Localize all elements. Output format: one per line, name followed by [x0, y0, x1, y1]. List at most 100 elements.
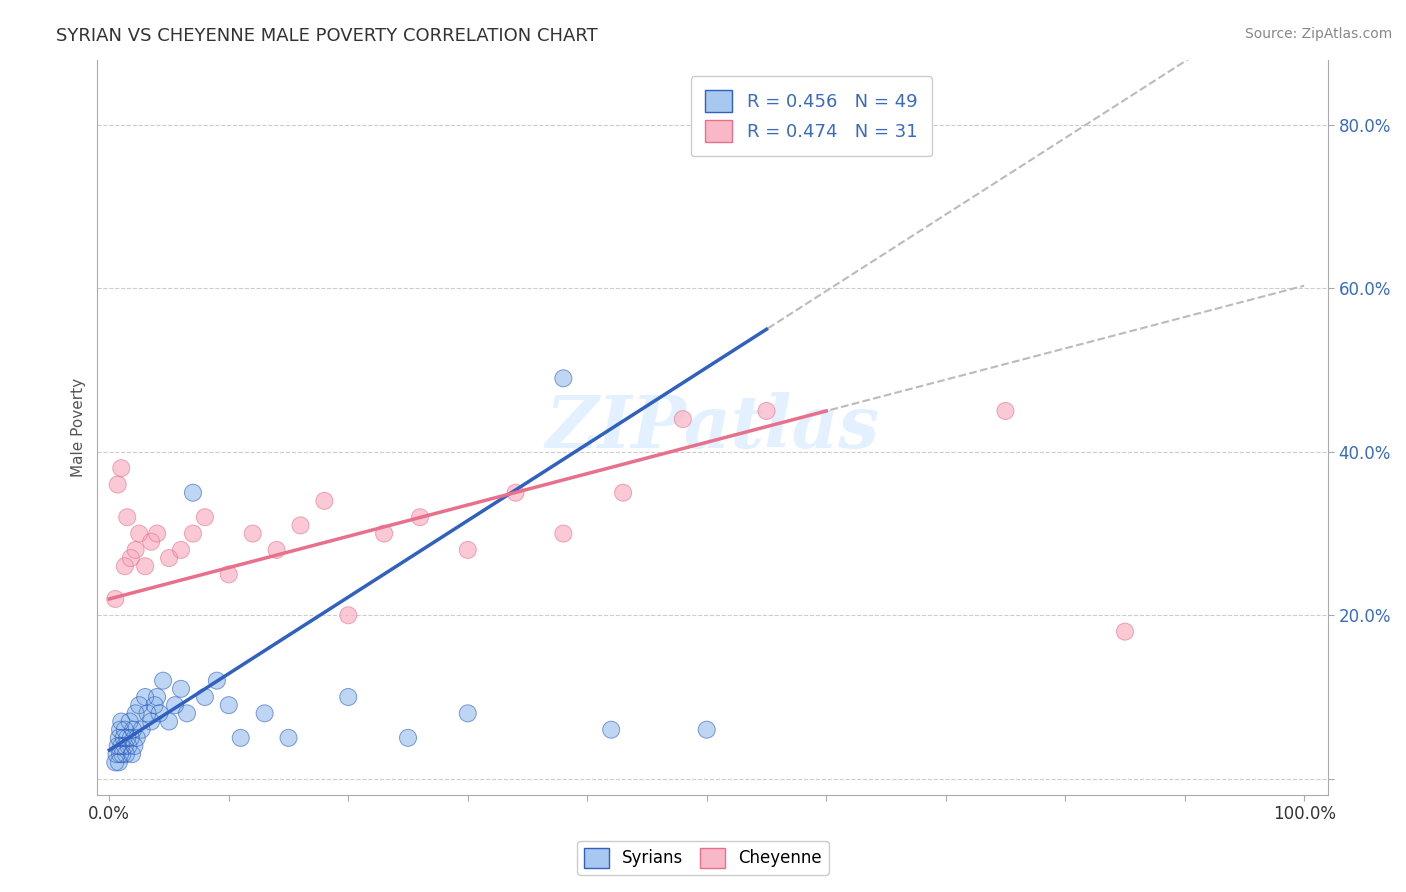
Point: [242, 526, 264, 541]
Point: [114, 723, 136, 737]
Point: [143, 698, 166, 713]
Point: [108, 747, 131, 762]
Point: [115, 731, 138, 745]
Point: [194, 510, 217, 524]
Y-axis label: Male Poverty: Male Poverty: [72, 378, 86, 477]
Point: [120, 731, 142, 745]
Point: [121, 747, 143, 762]
Point: [128, 698, 150, 713]
Text: ZIPatlas: ZIPatlas: [546, 392, 880, 463]
Point: [553, 371, 575, 385]
Point: [194, 690, 217, 704]
Point: [266, 542, 288, 557]
Point: [314, 494, 336, 508]
Point: [170, 542, 193, 557]
Point: [128, 526, 150, 541]
Point: [112, 731, 135, 745]
Point: [121, 747, 143, 762]
Point: [146, 526, 169, 541]
Point: [108, 756, 131, 770]
Point: [139, 534, 162, 549]
Point: [696, 723, 718, 737]
Point: [122, 723, 145, 737]
Point: [115, 747, 138, 762]
Point: [553, 526, 575, 541]
Point: [396, 731, 419, 745]
Text: Source: ZipAtlas.com: Source: ZipAtlas.com: [1244, 27, 1392, 41]
Point: [143, 698, 166, 713]
Point: [1114, 624, 1136, 639]
Point: [108, 723, 131, 737]
Point: [337, 608, 360, 623]
Point: [229, 731, 252, 745]
Point: [253, 706, 276, 721]
Point: [755, 404, 778, 418]
Point: [111, 747, 134, 762]
Point: [120, 551, 142, 566]
Point: [104, 591, 127, 606]
Point: [115, 747, 138, 762]
Point: [218, 698, 240, 713]
Point: [110, 714, 132, 729]
Point: [205, 673, 228, 688]
Point: [104, 591, 127, 606]
Point: [118, 714, 141, 729]
Point: [107, 477, 129, 491]
Point: [266, 542, 288, 557]
Point: [110, 461, 132, 475]
Point: [218, 698, 240, 713]
Point: [396, 731, 419, 745]
Point: [117, 739, 139, 753]
Point: [107, 477, 129, 491]
Point: [114, 739, 136, 753]
Point: [105, 747, 128, 762]
Point: [505, 485, 527, 500]
Point: [409, 510, 432, 524]
Point: [194, 690, 217, 704]
Point: [176, 706, 198, 721]
Point: [108, 723, 131, 737]
Point: [1114, 624, 1136, 639]
Point: [108, 731, 131, 745]
Point: [242, 526, 264, 541]
Point: [114, 559, 136, 574]
Point: [373, 526, 395, 541]
Point: [600, 723, 623, 737]
Point: [146, 526, 169, 541]
Point: [128, 526, 150, 541]
Point: [118, 714, 141, 729]
Point: [139, 534, 162, 549]
Point: [134, 559, 156, 574]
Point: [131, 723, 153, 737]
Point: [114, 559, 136, 574]
Point: [994, 404, 1017, 418]
Point: [110, 461, 132, 475]
Point: [314, 494, 336, 508]
Point: [612, 485, 634, 500]
Point: [290, 518, 312, 533]
Point: [457, 706, 479, 721]
Point: [112, 731, 135, 745]
Point: [134, 559, 156, 574]
Point: [115, 731, 138, 745]
Point: [253, 706, 276, 721]
Point: [108, 747, 131, 762]
Point: [128, 698, 150, 713]
Point: [125, 731, 148, 745]
Point: [457, 706, 479, 721]
Point: [105, 747, 128, 762]
Point: [277, 731, 299, 745]
Point: [994, 404, 1017, 418]
Point: [600, 723, 623, 737]
Point: [181, 485, 204, 500]
Point: [218, 567, 240, 582]
Point: [181, 485, 204, 500]
Point: [205, 673, 228, 688]
Point: [124, 739, 146, 753]
Point: [553, 526, 575, 541]
Legend: R = 0.456   N = 49, R = 0.474   N = 31: R = 0.456 N = 49, R = 0.474 N = 31: [690, 76, 932, 156]
Point: [134, 690, 156, 704]
Point: [124, 739, 146, 753]
Point: [146, 690, 169, 704]
Point: [110, 739, 132, 753]
